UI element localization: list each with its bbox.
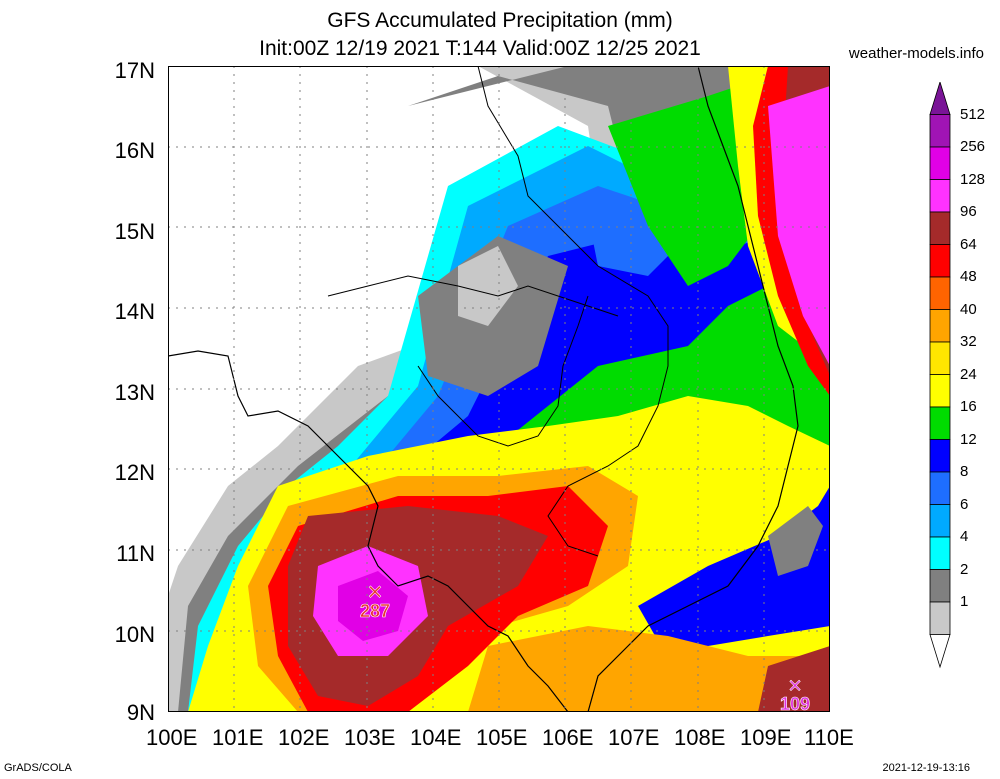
- colorbar: [929, 82, 951, 669]
- colorbar-segment: [929, 82, 951, 115]
- colorbar-level-label: 12: [960, 430, 977, 448]
- colorbar-segment: [929, 406, 951, 440]
- colorbar-segment: [929, 374, 951, 408]
- lat-label: 16N: [114, 138, 155, 163]
- colorbar-segment: [929, 309, 951, 343]
- precip-256mm: [338, 571, 408, 641]
- colorbar-segment: [929, 634, 951, 669]
- colorbar-segment: [929, 569, 951, 603]
- svg-text:✕: ✕: [787, 676, 802, 696]
- svg-text:✕: ✕: [367, 582, 384, 604]
- colorbar-level-label: 256: [960, 138, 986, 155]
- colorbar-level-label: 24: [960, 365, 977, 383]
- lon-label: 106E: [542, 725, 594, 750]
- colorbar-segment: [929, 601, 951, 635]
- colorbar-segment: [929, 341, 951, 375]
- se-corner-brown: [758, 646, 830, 712]
- colorbar-segment: [929, 211, 951, 245]
- colorbar-segment: [929, 179, 951, 213]
- border-3: [417, 295, 589, 447]
- colorbar-level-label: 512: [960, 105, 986, 123]
- max-value-label: 287: [360, 601, 390, 621]
- lon-label: 103E: [344, 725, 396, 750]
- lat-label: 10N: [114, 622, 155, 647]
- colorbar-segment: [929, 471, 951, 505]
- colorbar-level-label: 40: [960, 300, 977, 318]
- colorbar-segment: [929, 146, 951, 180]
- lon-label: 101E: [212, 725, 264, 750]
- grads-credit: GrADS/COLA: [4, 762, 72, 774]
- lat-label: 12N: [114, 460, 155, 485]
- chart-title: GFS Accumulated Precipitation (mm): [327, 9, 673, 32]
- colorbar-level-label: 32: [960, 333, 977, 350]
- precipitation-map: ✕ 287 ✕ 109: [168, 66, 830, 712]
- lon-label: 109E: [740, 725, 792, 750]
- lat-label: 13N: [114, 380, 155, 405]
- max-value-label: 109: [780, 694, 810, 712]
- se-blue-band: [638, 486, 830, 646]
- dry-patch-2: [458, 246, 518, 326]
- se-grey-patch: [768, 506, 823, 576]
- colorbar-level-label: 16: [960, 398, 977, 415]
- timestamp: 2021-12-19-13:16: [882, 762, 970, 774]
- colorbar-level-label: 2: [960, 560, 969, 578]
- colorbar-level-label: 48: [960, 268, 977, 285]
- colorbar-segment: [929, 536, 951, 570]
- colorbar-level-label: 128: [960, 170, 986, 188]
- lon-label: 105E: [476, 725, 528, 750]
- lon-label: 107E: [608, 725, 660, 750]
- colorbar-level-label: 6: [960, 495, 969, 513]
- max-marker-southeast: ✕ 109: [780, 676, 811, 712]
- border-1: [477, 66, 669, 557]
- lon-label: 108E: [674, 725, 726, 750]
- colorbar-level-label: 96: [960, 203, 977, 220]
- colorbar-level-label: 8: [960, 463, 969, 480]
- colorbar-segment: [929, 504, 951, 538]
- lon-label: 104E: [410, 725, 462, 750]
- colorbar-level-label: 64: [960, 235, 977, 253]
- chart-subtitle: Init:00Z 12/19 2021 T:144 Valid:00Z 12/2…: [0, 37, 1000, 61]
- lon-label: 110E: [804, 725, 854, 750]
- colorbar-segment: [929, 244, 951, 278]
- lon-label: 102E: [278, 725, 330, 750]
- max-marker-west: ✕ 287: [360, 582, 391, 622]
- init-valid-text: Init:00Z 12/19 2021 T:144 Valid:00Z 12/2…: [259, 37, 701, 60]
- east-magenta: [768, 86, 830, 366]
- lat-label: 15N: [114, 219, 155, 244]
- colorbar-level-label: 1: [960, 593, 969, 610]
- lat-label: 9N: [126, 700, 155, 725]
- border-2: [327, 275, 619, 317]
- colorbar-segment: [929, 439, 951, 473]
- lat-label: 11N: [116, 541, 155, 566]
- lat-label: 14N: [114, 299, 155, 324]
- colorbar-segment: [929, 276, 951, 310]
- south-orange: [468, 626, 830, 712]
- lat-label: 17N: [114, 58, 155, 83]
- map-frame: [168, 66, 830, 712]
- colorbar-segment: [929, 114, 951, 148]
- lon-label: 100E: [146, 725, 198, 750]
- site-credit: weather-models.info: [848, 45, 984, 62]
- colorbar-level-label: 4: [960, 528, 969, 545]
